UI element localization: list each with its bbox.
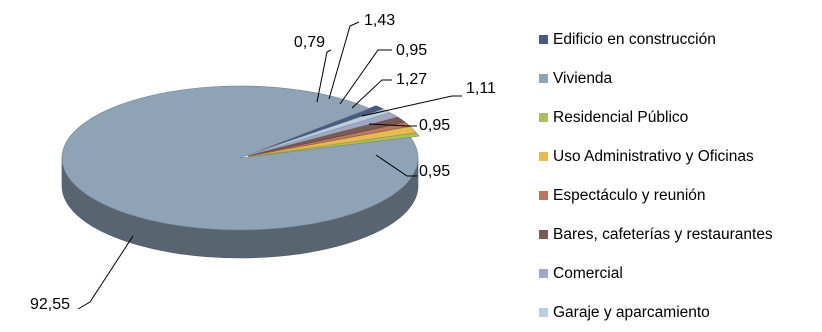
data-label-7: 0,95	[419, 117, 450, 134]
leader-line-4	[339, 49, 392, 105]
legend-label-1: Vivienda	[553, 69, 613, 87]
slice-5	[247, 116, 406, 157]
legend-item-7: Garaje y aparcamiento	[539, 293, 773, 332]
legend-swatch-7	[539, 308, 548, 317]
leader-line-7	[368, 123, 417, 127]
leader-line-1	[77, 235, 134, 310]
data-label-5: 1,27	[396, 71, 427, 88]
leader-line-6	[361, 95, 462, 117]
legend-swatch-5	[539, 230, 548, 239]
legend-swatch-2	[539, 113, 548, 122]
legend-item-1: Vivienda	[539, 59, 773, 98]
legend-label-6: Comercial	[553, 264, 623, 282]
legend-label-4: Espectáculo y reunión	[553, 186, 706, 204]
legend-label-5: Bares, cafeterías y restaurantes	[553, 225, 773, 243]
data-label-2: 0,79	[294, 34, 325, 51]
legend-label-2: Residencial Público	[553, 108, 689, 126]
chart-legend: Edificio en construcción Vivienda Residenc…	[539, 20, 773, 332]
legend-item-0: Edificio en construcción	[539, 20, 773, 59]
legend-swatch-6	[539, 269, 548, 278]
legend-label-3: Uso Administrativo y Oficinas	[553, 147, 754, 165]
legend-item-3: Uso Administrativo y Oficinas	[539, 137, 773, 176]
legend-item-4: Espectáculo y reunión	[539, 176, 773, 215]
legend-swatch-4	[539, 191, 548, 200]
leader-line-2	[316, 49, 332, 103]
data-label-3: 1,43	[364, 12, 395, 29]
data-label-4: 0,95	[396, 42, 427, 59]
data-label-0: 0,95	[419, 163, 450, 180]
legend-label-7: Garaje y aparcamiento	[553, 303, 710, 321]
leader-line-0	[375, 154, 417, 177]
data-label-1: 92,55	[30, 296, 70, 313]
legend-item-5: Bares, cafeterías y restaurantes	[539, 215, 773, 254]
legend-swatch-0	[539, 35, 548, 44]
leader-line-3	[328, 21, 360, 100]
slice-3	[248, 126, 417, 157]
legend-item-6: Comercial	[539, 254, 773, 293]
slice-1	[61, 85, 419, 231]
legend-label-0: Edificio en construcción	[553, 30, 716, 48]
data-label-6: 1,11	[466, 80, 496, 97]
slice-6	[247, 112, 399, 156]
legend-swatch-1	[539, 74, 548, 83]
legend-item-2: Residencial Público	[539, 98, 773, 137]
legend-swatch-3	[539, 152, 548, 161]
leader-line-5	[351, 79, 392, 109]
